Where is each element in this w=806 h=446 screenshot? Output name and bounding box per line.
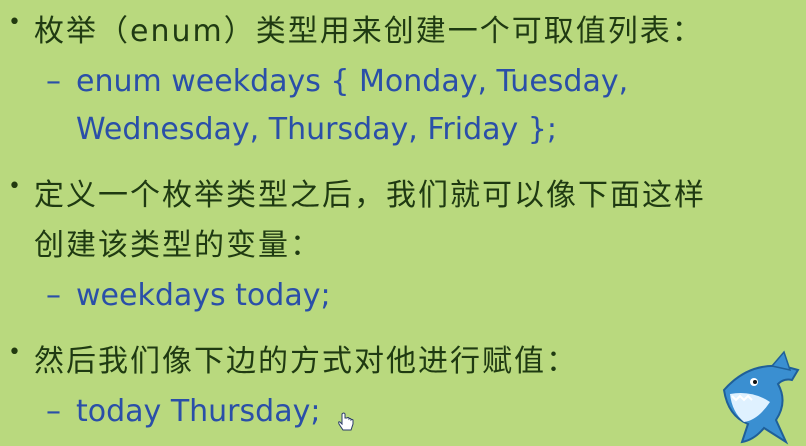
bullet-1-text: 枚举（enum）类型用来创建一个可取值列表： <box>34 14 704 49</box>
bullet-3-text: 然后我们像下边的方式对他进行赋值： <box>34 344 578 379</box>
bullet-2-sub-line1: weekdays today; <box>76 278 331 313</box>
bullet-marker: • <box>8 340 21 365</box>
bullet-marker: • <box>8 174 21 199</box>
sub-bullet-dash: – <box>46 394 61 429</box>
bullet-1-sub-line1: enum weekdays { Monday, Tuesday, <box>76 64 629 99</box>
shark-mascot-icon <box>722 350 800 445</box>
bullet-3-sub-line1: today Thursday; <box>76 394 321 429</box>
hand-pointer-icon <box>338 412 354 431</box>
bullet-marker: • <box>8 10 21 35</box>
bullet-2-text-line1: 定义一个枚举类型之后，我们就可以像下面这样 <box>34 178 706 213</box>
sub-bullet-dash: – <box>46 278 61 313</box>
bullet-2-text-line2: 创建该类型的变量： <box>34 228 322 263</box>
bullet-1-sub-line2: Wednesday, Thursday, Friday }; <box>76 112 557 147</box>
sub-bullet-dash: – <box>46 64 61 99</box>
